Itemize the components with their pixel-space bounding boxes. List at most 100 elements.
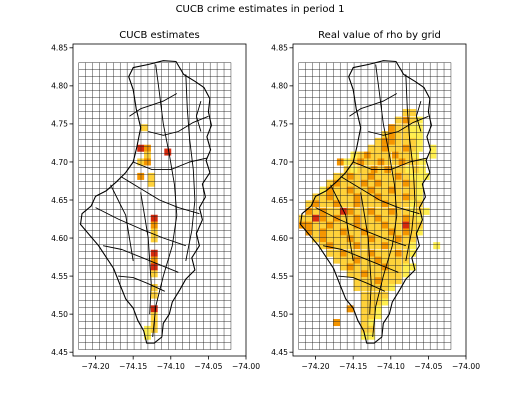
heat-cell — [361, 200, 368, 208]
heat-cell — [367, 207, 375, 215]
heat-cell — [361, 284, 368, 292]
heat-cell — [339, 214, 347, 222]
heat-cell — [384, 158, 392, 166]
heat-cell — [409, 172, 417, 180]
heat-cell — [305, 207, 313, 215]
heat-cell — [405, 166, 413, 174]
heat-cell — [147, 172, 155, 180]
heat-cell — [374, 137, 382, 145]
heat-cell — [402, 193, 410, 201]
heat-cell — [326, 179, 334, 187]
heat-cell — [346, 263, 354, 271]
heat-cell — [144, 332, 151, 340]
locality-boundary — [133, 157, 207, 171]
heat-cell — [367, 221, 375, 229]
heat-cell — [361, 305, 368, 313]
heat-cell — [367, 291, 375, 299]
heat-cell — [361, 312, 368, 320]
heat-cell — [346, 228, 354, 236]
heat-cell — [333, 221, 341, 229]
heat-cell — [388, 221, 395, 229]
heat-cell — [150, 284, 158, 292]
heat-cell — [374, 291, 382, 299]
heat-cell — [353, 270, 361, 278]
heat-cell — [381, 242, 389, 250]
heat-cell — [415, 221, 423, 229]
heat-cell — [374, 144, 382, 152]
heat-cell — [353, 179, 361, 187]
heat-cell — [346, 207, 354, 215]
heat-cell — [319, 228, 327, 236]
heat-cell — [374, 284, 382, 292]
heat-cell — [367, 242, 375, 250]
locality-boundary — [405, 74, 416, 261]
heat-cell — [388, 263, 395, 271]
heat-cell — [361, 319, 368, 327]
heat-cell — [381, 270, 389, 278]
heat-cell — [394, 228, 402, 236]
heat-cell — [388, 284, 395, 292]
locality-boundary — [121, 176, 200, 215]
locality-boundary — [338, 275, 385, 292]
heat-cell — [137, 158, 145, 166]
heat-cell — [333, 179, 341, 187]
heat-cell — [137, 172, 145, 180]
heat-cell — [402, 221, 410, 229]
heat-cell — [346, 270, 354, 278]
heat-cell — [357, 166, 365, 174]
heat-cell — [422, 172, 430, 180]
heat-cell — [370, 151, 378, 159]
heat-cell — [388, 235, 395, 243]
heat-cell — [339, 242, 347, 250]
x-tick-label: −74.15 — [119, 362, 147, 371]
heat-cell — [305, 221, 313, 229]
heat-cell — [333, 172, 341, 180]
heat-cell — [150, 256, 158, 264]
heat-cell — [388, 256, 395, 264]
heat-cell — [361, 228, 368, 236]
heat-cell — [381, 179, 389, 187]
heat-cell — [388, 249, 395, 257]
heat-cell — [367, 193, 375, 201]
heat-cell — [388, 200, 395, 208]
heat-cell — [412, 166, 420, 174]
heat-cell — [367, 256, 375, 264]
heat-cell — [147, 179, 155, 187]
heat-cell — [141, 124, 148, 132]
city-boundaries — [79, 60, 212, 344]
heat-cell — [409, 242, 417, 250]
locality-boundary — [152, 64, 178, 338]
x-tick-label: −74.05 — [194, 362, 222, 371]
heat-cell — [394, 193, 402, 201]
y-tick-label: 4.60 — [51, 234, 68, 243]
heat-cell — [402, 124, 410, 132]
heat-cell — [415, 193, 423, 201]
heat-cell — [361, 325, 368, 333]
heat-cell — [381, 200, 389, 208]
heat-cell — [409, 137, 417, 145]
x-tick-label: −74.10 — [377, 362, 405, 371]
heat-cell — [374, 298, 382, 306]
heat-cell — [305, 200, 313, 208]
heat-cell — [415, 186, 423, 194]
y-tick-label: 4.70 — [51, 158, 68, 167]
heat-cell — [409, 124, 417, 132]
heat-cell — [374, 228, 382, 236]
heat-cell — [150, 235, 158, 243]
y-tick-label: 4.50 — [271, 310, 288, 319]
heat-cell — [326, 207, 334, 215]
heat-cell — [412, 158, 420, 166]
heat-cell — [361, 193, 368, 201]
heat-cell — [312, 221, 320, 229]
heat-cell — [353, 172, 361, 180]
x-tick-label: −74.00 — [232, 362, 260, 371]
heat-cell — [339, 186, 347, 194]
left-panel-cucb-estimates: CUCB estimates −74.20 −74.15 −74.10 −74.05 −7… — [51, 30, 260, 371]
y-tick-label: 4.80 — [51, 82, 68, 91]
heat-cell — [353, 263, 361, 271]
heat-cell — [353, 221, 361, 229]
heat-cell — [381, 221, 389, 229]
heat-cell — [312, 200, 320, 208]
city-outline — [79, 60, 212, 344]
